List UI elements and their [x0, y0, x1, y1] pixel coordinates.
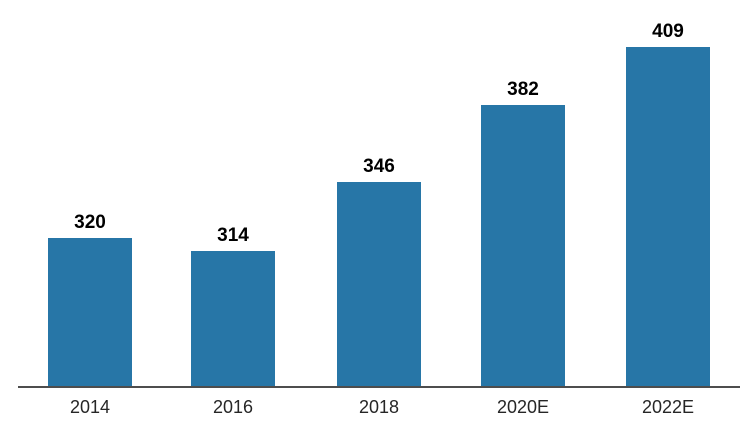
bar-value-label: 382	[507, 79, 539, 101]
bar	[48, 238, 132, 388]
x-axis-tick-label: 2018	[358, 397, 400, 417]
bar-value-label: 314	[217, 225, 249, 247]
bar-group: 382	[481, 79, 565, 388]
bar	[481, 105, 565, 388]
x-axis-tick-label: 2016	[212, 397, 254, 417]
bar	[337, 182, 421, 388]
x-axis-tick-label: 2020E	[496, 397, 550, 417]
x-axis-line	[18, 386, 740, 388]
x-axis-tick-label: 2014	[69, 397, 111, 417]
bar-value-label: 346	[363, 156, 395, 178]
bar-group: 346	[337, 156, 421, 388]
bar-group: 320	[48, 212, 132, 388]
bar-value-label: 320	[74, 212, 106, 234]
bar	[191, 251, 275, 388]
x-axis-tick-label: 2022E	[641, 397, 695, 417]
bar	[626, 47, 710, 388]
bar-group: 314	[191, 225, 275, 388]
bar-group: 409	[626, 21, 710, 388]
bar-value-label: 409	[652, 21, 684, 43]
